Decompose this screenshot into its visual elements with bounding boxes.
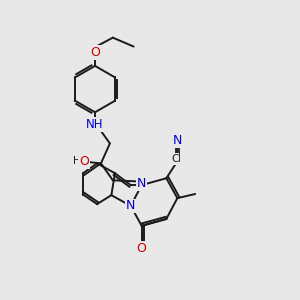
Text: NH: NH: [86, 118, 104, 131]
Text: O: O: [79, 155, 89, 168]
Text: O: O: [137, 242, 147, 255]
Text: N: N: [137, 177, 146, 190]
Text: C: C: [171, 154, 179, 164]
Text: H: H: [73, 156, 81, 166]
Text: O: O: [90, 46, 100, 59]
Text: N: N: [173, 134, 182, 147]
Text: N: N: [126, 200, 135, 212]
